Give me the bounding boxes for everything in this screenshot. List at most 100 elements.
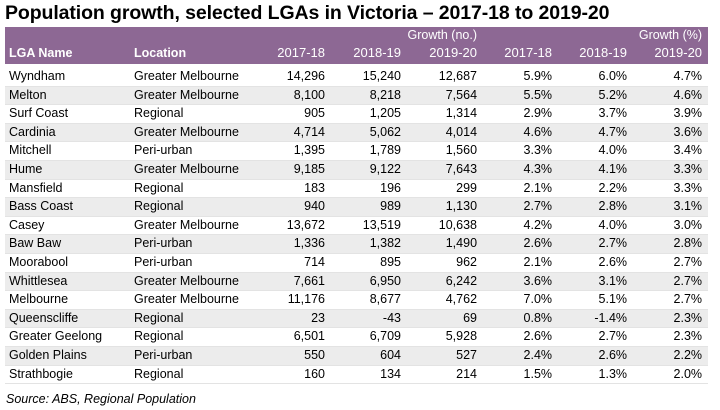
group-header-percent: Growth (%) <box>638 28 703 42</box>
column-header-year: 2019-20 <box>654 45 703 60</box>
table-row: Bass Coast Regional 940 989 1,130 2.7% 2.8% 3.1… <box>5 197 709 217</box>
cell-growth-percent: 2.0% <box>633 365 709 385</box>
cell-growth-number: 160 <box>255 365 331 385</box>
cell-growth-percent: 3.3% <box>633 179 709 199</box>
cell-location: Regional <box>130 179 255 199</box>
cell-growth-number: 4,762 <box>407 290 484 310</box>
cell-growth-percent: 3.3% <box>633 160 709 180</box>
cell-location: Peri-urban <box>130 141 255 161</box>
cell-location: Greater Melbourne <box>130 272 255 292</box>
cell-location: Peri-urban <box>130 253 255 273</box>
cell-growth-percent: 2.7% <box>558 234 634 254</box>
cell-location: Greater Melbourne <box>130 123 255 143</box>
blank-header <box>5 27 130 42</box>
cell-growth-percent: 2.7% <box>558 327 634 347</box>
cell-growth-percent: 4.2% <box>483 216 559 236</box>
cell-growth-percent: 2.8% <box>558 197 634 217</box>
cell-growth-percent: 3.0% <box>633 216 709 236</box>
cell-lga-name: Casey <box>5 216 130 236</box>
cell-location: Peri-urban <box>130 346 255 366</box>
cell-growth-percent: 2.2% <box>633 346 709 366</box>
cell-lga-name: Queenscliffe <box>5 309 130 329</box>
cell-growth-percent: 2.8% <box>633 234 709 254</box>
cell-growth-percent: 2.3% <box>633 327 709 347</box>
table-row: Cardinia Greater Melbourne 4,714 5,062 4,014… <box>5 123 709 143</box>
cell-lga-name: Surf Coast <box>5 104 130 124</box>
cell-growth-number: 1,789 <box>331 141 407 161</box>
cell-growth-number: 8,218 <box>331 86 407 106</box>
cell-growth-percent: 4.0% <box>558 216 634 236</box>
cell-growth-number: 604 <box>331 346 407 366</box>
cell-growth-number: 14,296 <box>255 68 331 87</box>
cell-lga-name: Greater Geelong <box>5 327 130 347</box>
cell-lga-name: Golden Plains <box>5 346 130 366</box>
table-row: Whittlesea Greater Melbourne 7,661 6,950 6,2… <box>5 272 709 292</box>
cell-growth-number: 183 <box>255 179 331 199</box>
cell-location: Greater Melbourne <box>130 216 255 236</box>
cell-growth-number: 905 <box>255 104 331 124</box>
cell-growth-number: 962 <box>407 253 484 273</box>
cell-growth-percent: 3.1% <box>558 272 634 292</box>
cell-lga-name: Mansfield <box>5 179 130 199</box>
cell-lga-name: Melbourne <box>5 290 130 310</box>
table-row: Moorabool Peri-urban 714 895 962 2.1% 2.6% 2.7% <box>5 253 709 273</box>
cell-growth-percent: 2.2% <box>558 179 634 199</box>
cell-growth-number: 69 <box>407 309 484 329</box>
cell-growth-percent: 2.7% <box>633 253 709 273</box>
cell-growth-percent: 4.7% <box>633 68 709 87</box>
cell-growth-percent: 4.7% <box>558 123 634 143</box>
cell-growth-number: 134 <box>331 365 407 385</box>
cell-lga-name: Bass Coast <box>5 197 130 217</box>
column-header-year: 2019-20 <box>429 45 478 60</box>
table-row: Baw Baw Peri-urban 1,336 1,382 1,490 2.6% 2.7%… <box>5 234 709 254</box>
table-body: Wyndham Greater Melbourne 14,296 15,240 12,6… <box>5 64 709 385</box>
cell-location: Greater Melbourne <box>130 290 255 310</box>
cell-location: Greater Melbourne <box>130 68 255 87</box>
cell-growth-number: 6,242 <box>407 272 484 292</box>
cell-growth-number: 11,176 <box>255 290 331 310</box>
blank-header <box>130 27 255 42</box>
cell-growth-number: -43 <box>331 309 407 329</box>
cell-growth-percent: 4.6% <box>633 86 709 106</box>
table-row: Greater Geelong Regional 6,501 6,709 5,928 2.… <box>5 327 709 347</box>
cell-growth-number: 1,205 <box>331 104 407 124</box>
table-row: Melbourne Greater Melbourne 11,176 8,677 4,7… <box>5 290 709 310</box>
cell-growth-number: 895 <box>331 253 407 273</box>
group-header-number: Growth (no.) <box>407 28 478 42</box>
cell-growth-percent: 2.6% <box>558 253 634 273</box>
table-row: Queenscliffe Regional 23 -43 69 0.8% -1.4% 2.3% <box>5 309 709 329</box>
cell-location: Greater Melbourne <box>130 160 255 180</box>
cell-growth-number: 9,185 <box>255 160 331 180</box>
cell-location: Peri-urban <box>130 234 255 254</box>
table-row: Surf Coast Regional 905 1,205 1,314 2.9% 3.7% 3… <box>5 104 709 124</box>
cell-growth-percent: 2.7% <box>483 197 559 217</box>
cell-location: Greater Melbourne <box>130 86 255 106</box>
column-header-year: 2018-19 <box>579 45 628 60</box>
cell-growth-number: 15,240 <box>331 68 407 87</box>
cell-location: Regional <box>130 104 255 124</box>
cell-growth-number: 8,677 <box>331 290 407 310</box>
column-header-year: 2017-18 <box>504 45 553 60</box>
cell-growth-number: 1,560 <box>407 141 484 161</box>
cell-lga-name: Strathbogie <box>5 365 130 385</box>
cell-location: Regional <box>130 197 255 217</box>
cell-growth-number: 1,395 <box>255 141 331 161</box>
table-row: Mansfield Regional 183 196 299 2.1% 2.2% 3.3% <box>5 179 709 199</box>
column-header-location: Location <box>134 46 187 60</box>
cell-growth-number: 1,314 <box>407 104 484 124</box>
column-header-year: 2018-19 <box>353 45 401 60</box>
cell-growth-percent: 5.2% <box>558 86 634 106</box>
cell-growth-percent: -1.4% <box>558 309 634 329</box>
column-header-year: 2017-18 <box>277 45 325 60</box>
cell-growth-percent: 4.3% <box>483 160 559 180</box>
cell-growth-number: 1,382 <box>331 234 407 254</box>
cell-growth-percent: 6.0% <box>558 68 634 87</box>
cell-growth-percent: 3.6% <box>633 123 709 143</box>
cell-location: Regional <box>130 365 255 385</box>
header-spacer <box>5 64 709 68</box>
cell-location: Regional <box>130 327 255 347</box>
cell-growth-number: 196 <box>331 179 407 199</box>
cell-growth-percent: 1.5% <box>483 365 559 385</box>
cell-growth-number: 13,519 <box>331 216 407 236</box>
cell-growth-number: 1,336 <box>255 234 331 254</box>
